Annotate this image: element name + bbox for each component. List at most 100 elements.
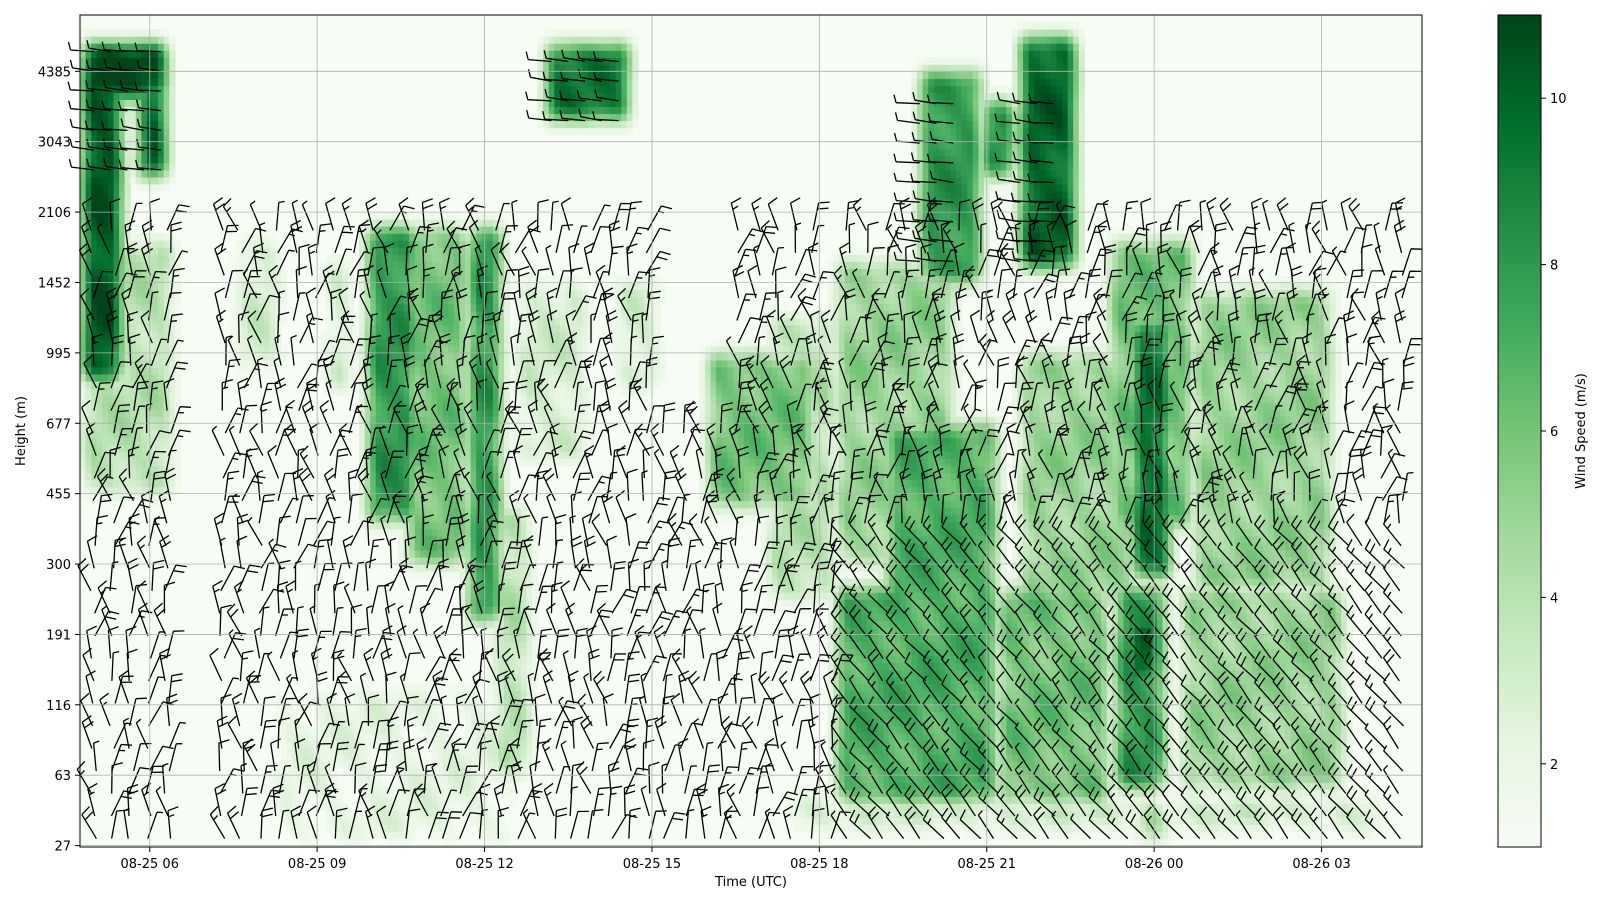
heatmap-cell bbox=[442, 775, 449, 783]
heatmap-cell bbox=[710, 359, 717, 368]
heatmap-cell bbox=[102, 254, 109, 262]
heatmap-cell bbox=[347, 303, 354, 312]
heatmap-cell bbox=[107, 324, 115, 333]
heatmap-cell bbox=[459, 585, 466, 593]
heatmap-cell bbox=[403, 810, 410, 818]
heatmap-cell bbox=[716, 352, 723, 361]
heatmap-cell bbox=[465, 542, 472, 551]
heatmap-cell bbox=[453, 472, 461, 481]
heatmap-cell bbox=[359, 817, 366, 825]
heatmap-cell bbox=[113, 183, 120, 192]
heatmap-cell bbox=[431, 233, 438, 241]
heatmap-cell bbox=[375, 430, 382, 438]
heatmap-cell bbox=[141, 50, 148, 58]
heatmap-cell bbox=[632, 289, 639, 298]
heatmap-cell bbox=[130, 64, 137, 72]
heatmap-cell bbox=[386, 395, 394, 403]
heatmap-cell bbox=[275, 810, 282, 818]
heatmap-cell bbox=[465, 486, 472, 495]
heatmap-cell bbox=[342, 831, 349, 840]
heatmap-cell bbox=[476, 528, 483, 537]
heatmap-cell bbox=[158, 57, 165, 65]
heatmap-cell bbox=[163, 120, 170, 129]
heatmap-cell bbox=[119, 416, 126, 424]
heatmap-cell bbox=[409, 345, 416, 354]
heatmap-cell bbox=[615, 275, 622, 283]
heatmap-cell bbox=[124, 176, 131, 185]
heatmap-cell bbox=[487, 310, 494, 319]
heatmap-cell bbox=[571, 430, 578, 438]
heatmap-cell bbox=[626, 29, 633, 37]
heatmap-cell bbox=[537, 345, 544, 354]
heatmap-cell bbox=[152, 254, 159, 262]
heatmap-cell bbox=[163, 345, 170, 354]
heatmap-cell bbox=[107, 423, 115, 431]
heatmap-cell bbox=[442, 402, 449, 410]
heatmap-cell bbox=[476, 620, 483, 628]
heatmap-cell bbox=[738, 479, 745, 488]
heatmap-cell bbox=[96, 183, 103, 192]
heatmap-cell bbox=[91, 423, 98, 431]
heatmap-cell bbox=[113, 191, 120, 199]
heatmap-cell bbox=[414, 219, 421, 227]
heatmap-cell bbox=[582, 282, 589, 291]
heatmap-cell bbox=[280, 789, 288, 797]
heatmap-cell bbox=[119, 374, 126, 382]
heatmap-cell bbox=[130, 472, 137, 481]
heatmap-cell bbox=[459, 803, 466, 811]
heatmap-cell bbox=[760, 395, 767, 403]
heatmap-cell bbox=[91, 113, 98, 122]
heatmap-cell bbox=[532, 711, 539, 720]
heatmap-cell bbox=[504, 761, 511, 769]
heatmap-cell bbox=[448, 817, 455, 825]
heatmap-cell bbox=[414, 247, 421, 255]
heatmap-cell bbox=[353, 690, 360, 699]
heatmap-cell bbox=[124, 127, 131, 136]
heatmap-cell bbox=[465, 388, 472, 396]
heatmap-cell bbox=[414, 402, 421, 410]
heatmap-cell bbox=[331, 261, 338, 269]
heatmap-cell bbox=[96, 282, 103, 291]
heatmap-cell bbox=[275, 768, 282, 776]
heatmap-cell bbox=[381, 268, 388, 276]
heatmap-cell bbox=[448, 240, 455, 248]
heatmap-cell bbox=[509, 683, 516, 692]
heatmap-cell bbox=[96, 437, 103, 445]
heatmap-cell bbox=[571, 275, 578, 283]
heatmap-cell bbox=[543, 374, 550, 382]
heatmap-cell bbox=[470, 704, 477, 713]
heatmap-cell bbox=[487, 655, 494, 664]
heatmap-cell bbox=[381, 296, 388, 305]
heatmap-cell bbox=[699, 479, 706, 488]
heatmap-cell bbox=[370, 451, 377, 459]
heatmap-cell bbox=[487, 303, 494, 312]
heatmap-cell bbox=[626, 345, 633, 354]
heatmap-cell bbox=[610, 92, 617, 100]
heatmap-cell bbox=[520, 514, 527, 523]
heatmap-cell bbox=[414, 711, 421, 720]
heatmap-cell bbox=[264, 366, 271, 375]
heatmap-cell bbox=[91, 64, 98, 72]
heatmap-cell bbox=[353, 838, 360, 847]
heatmap-cell bbox=[386, 754, 394, 762]
heatmap-cell bbox=[459, 775, 466, 783]
heatmap-cell bbox=[571, 78, 578, 86]
heatmap-cell bbox=[403, 697, 410, 706]
heatmap-cell bbox=[476, 388, 483, 396]
heatmap-cell bbox=[91, 282, 98, 291]
heatmap-cell bbox=[520, 345, 527, 354]
heatmap-cell bbox=[347, 317, 354, 326]
heatmap-cell bbox=[643, 282, 650, 291]
heatmap-cell bbox=[381, 233, 388, 241]
heatmap-cell bbox=[308, 768, 315, 776]
heatmap-cell bbox=[598, 127, 606, 136]
heatmap-cell bbox=[470, 810, 477, 818]
heatmap-cell bbox=[559, 359, 567, 368]
heatmap-cell bbox=[102, 338, 109, 347]
heatmap-cell bbox=[297, 754, 304, 762]
heatmap-cell bbox=[414, 296, 421, 305]
heatmap-cell bbox=[492, 352, 500, 361]
heatmap-cell bbox=[174, 423, 182, 431]
heatmap-cell bbox=[370, 268, 377, 276]
heatmap-cell bbox=[107, 458, 115, 467]
